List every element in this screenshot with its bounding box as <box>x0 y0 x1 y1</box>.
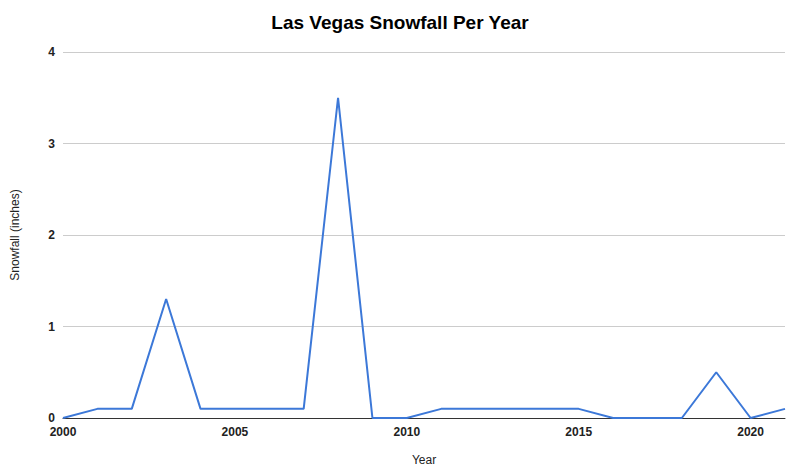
svg-text:4: 4 <box>48 45 55 59</box>
svg-text:Las Vegas Snowfall Per Year: Las Vegas Snowfall Per Year <box>271 12 529 33</box>
svg-text:2: 2 <box>48 228 55 242</box>
svg-text:2015: 2015 <box>565 425 592 439</box>
svg-text:1: 1 <box>48 320 55 334</box>
svg-text:Year: Year <box>412 453 436 467</box>
svg-text:2005: 2005 <box>222 425 249 439</box>
svg-text:2020: 2020 <box>737 425 764 439</box>
svg-text:2000: 2000 <box>50 425 77 439</box>
svg-text:Snowfall (inches): Snowfall (inches) <box>8 189 22 280</box>
svg-text:0: 0 <box>48 411 55 425</box>
svg-text:2010: 2010 <box>393 425 420 439</box>
svg-text:3: 3 <box>48 137 55 151</box>
